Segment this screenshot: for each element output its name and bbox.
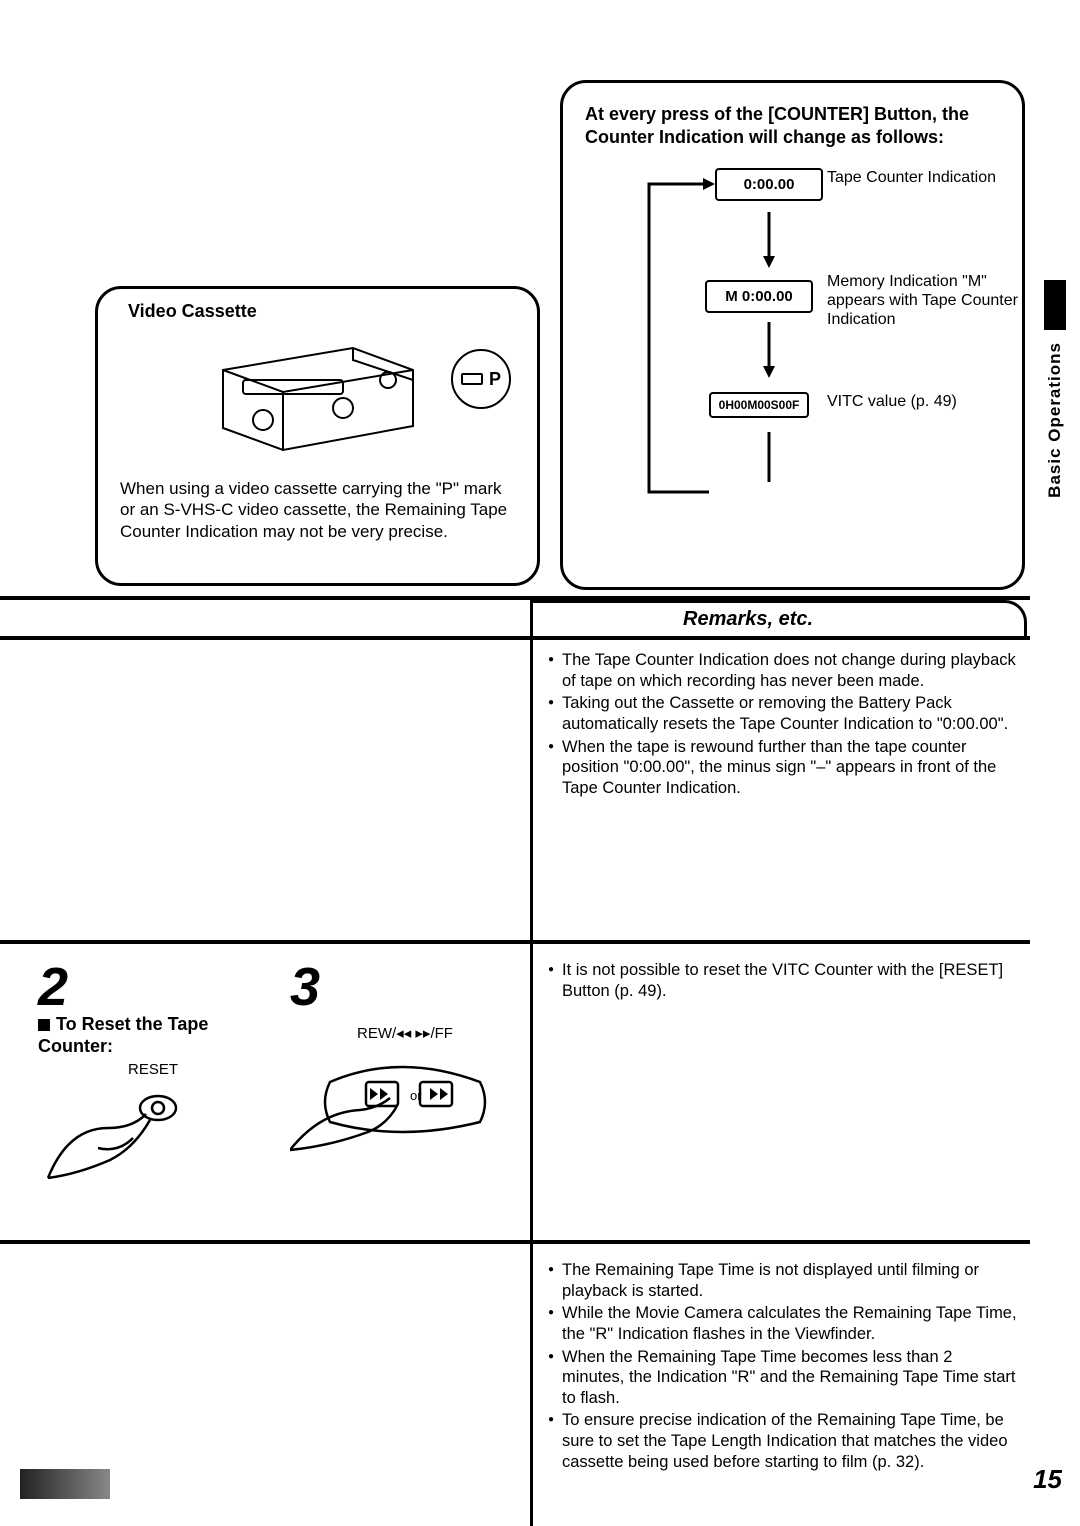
remarks-block-2: It is not possible to reset the VITC Cou… <box>548 960 1018 1003</box>
remark-item: The Tape Counter Indication does not cha… <box>548 650 1018 691</box>
video-cassette-note: When using a video cassette carrying the… <box>120 478 515 542</box>
step-number: 2 <box>38 960 268 1014</box>
counter-box-tape: 0:00.00 <box>715 168 823 201</box>
remark-item: It is not possible to reset the VITC Cou… <box>548 960 1018 1001</box>
step-3: 3 REW/◂◂ ▸▸/FF or <box>290 960 520 1152</box>
rew-ff-label: REW/◂◂ ▸▸/FF <box>290 1024 520 1042</box>
section-tab: Basic Operations <box>1040 280 1070 498</box>
or-label: or <box>410 1088 422 1103</box>
remarks-block-1: The Tape Counter Indication does not cha… <box>548 650 1018 800</box>
remark-item: When the Remaining Tape Time becomes les… <box>548 1347 1018 1409</box>
divider <box>0 940 1030 944</box>
counter-box-vitc: 0H00M00S00F <box>709 392 809 418</box>
counter-label-vitc: VITC value (p. 49) <box>827 392 1027 411</box>
tab-label: Basic Operations <box>1045 342 1065 498</box>
remark-item: The Remaining Tape Time is not displayed… <box>548 1260 1018 1301</box>
flow-arrows <box>619 162 1039 542</box>
hand-press-reset-illustration <box>38 1078 208 1188</box>
square-bullet-icon <box>38 1019 50 1031</box>
scan-artifact <box>20 1469 110 1499</box>
counter-label-tape: Tape Counter Indication <box>827 168 1027 187</box>
divider <box>0 636 1030 640</box>
counter-cycle-panel: At every press of the [COUNTER] Button, … <box>560 80 1025 590</box>
remark-item: Taking out the Cassette or removing the … <box>548 693 1018 734</box>
step-2-title: To Reset the Tape Counter: <box>38 1014 268 1057</box>
video-cassette-title: Video Cassette <box>128 301 521 322</box>
counter-label-memory: Memory Indication "M" appears with Tape … <box>827 272 1037 330</box>
reset-button-label: RESET <box>38 1061 268 1078</box>
page-number: 15 <box>1033 1464 1062 1495</box>
step-2: 2 To Reset the Tape Counter: RESET <box>38 960 268 1188</box>
remark-item: When the tape is rewound further than th… <box>548 737 1018 799</box>
vertical-divider <box>530 596 533 1526</box>
p-mark-slot-icon <box>461 373 483 385</box>
remark-item: To ensure precise indication of the Rema… <box>548 1410 1018 1472</box>
divider <box>0 1240 1030 1244</box>
video-cassette-panel: Video Cassette P When using a video cass… <box>95 286 540 586</box>
p-mark-letter: P <box>489 369 501 390</box>
remark-item: While the Movie Camera calculates the Re… <box>548 1303 1018 1344</box>
tab-marker <box>1044 280 1066 330</box>
p-mark-badge: P <box>451 349 511 409</box>
cassette-illustration <box>203 330 433 470</box>
step-number: 3 <box>290 960 520 1014</box>
hand-press-rewff-illustration: or <box>290 1042 510 1152</box>
remarks-block-3: The Remaining Tape Time is not displayed… <box>548 1260 1018 1474</box>
remarks-title: Remarks, etc. <box>683 608 813 631</box>
counter-box-memory: M 0:00.00 <box>705 280 813 313</box>
counter-cycle-heading: At every press of the [COUNTER] Button, … <box>585 103 1000 148</box>
remarks-header: Remarks, etc. <box>533 600 1027 636</box>
